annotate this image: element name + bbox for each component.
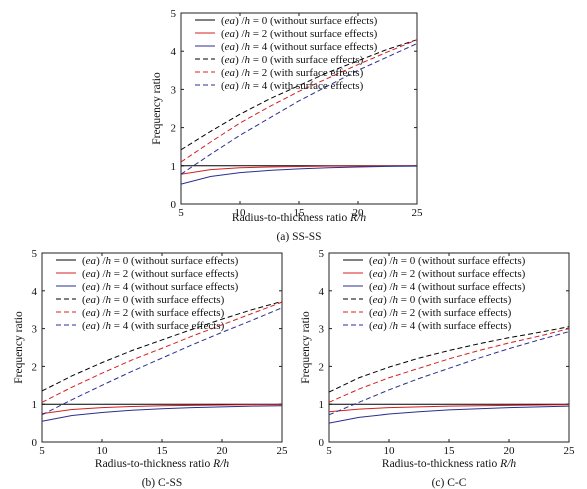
legend-label: (ea) /h = 0 (with surface effects): [221, 54, 364, 66]
y-tick-label: 0: [32, 437, 38, 449]
series-line-2: [328, 404, 570, 413]
series-line-2: [180, 165, 418, 175]
y-tick-label: 1: [32, 399, 38, 411]
y-tick-label: 0: [171, 199, 177, 211]
series-line-2: [41, 404, 282, 415]
legend: (ea) /h = 0 (without surface effects)(ea…: [343, 255, 526, 332]
y-tick-label: 5: [171, 8, 177, 20]
legend-label: (ea) /h = 2 (without surface effects): [82, 268, 239, 280]
series-line-3: [180, 165, 418, 185]
y-tick-label: 1: [171, 161, 177, 173]
y-tick-label: 4: [32, 286, 38, 298]
x-tick-label: 25: [412, 207, 424, 219]
x-tick-label: 10: [384, 445, 396, 457]
y-tick-label: 4: [171, 46, 177, 58]
series-line-5: [328, 328, 570, 403]
legend-label: (ea) /h = 2 (without surface effects): [369, 268, 526, 280]
x-axis-label: Radius-to-thickness ratio R/h: [382, 458, 516, 470]
y-tick-label: 3: [171, 84, 177, 96]
legend-label: (ea) /h = 4 (with surface effects): [369, 320, 512, 332]
x-tick-label: 15: [157, 445, 169, 457]
y-axis-label: Frequency ratio: [151, 72, 163, 145]
chart-panel-2: 5 10 15 20 25 0 1 2 3 4 5 (ea) /h = 0 (without surf…: [13, 248, 288, 489]
chart-panel-1: 5 10 15 20 25 0 1 2 3 4 5 (ea) /h = 0 (without surf…: [151, 8, 423, 243]
x-tick-label: 20: [217, 445, 229, 457]
y-tick-label: 2: [171, 123, 177, 135]
y-axis-label: Frequency ratio: [13, 311, 25, 384]
chart-caption: (a) SS-SS: [276, 231, 321, 243]
chart-panel-3: 5 10 15 20 25 0 1 2 3 4 5 (ea) /h = 0 (without surf…: [300, 248, 575, 489]
legend-label: (ea) /h = 0 (with surface effects): [82, 294, 225, 306]
y-axis-label: Frequency ratio: [300, 311, 312, 384]
legend-label: (ea) /h = 4 (with surface effects): [82, 320, 225, 332]
y-tick-label: 3: [319, 324, 325, 336]
y-tick-label: 5: [319, 248, 325, 260]
legend-label: (ea) /h = 4 (without surface effects): [82, 281, 239, 293]
series-line-4: [328, 326, 570, 393]
legend: (ea) /h = 0 (without surface effects)(ea…: [195, 15, 378, 92]
series-line-6: [180, 43, 418, 175]
legend-label: (ea) /h = 4 (with surface effects): [221, 80, 364, 92]
x-tick-label: 10: [235, 207, 247, 219]
series-line-4: [180, 39, 418, 151]
legend-label: (ea) /h = 4 (without surface effects): [369, 281, 526, 293]
x-tick-label: 5: [178, 207, 184, 219]
series-line-5: [180, 39, 418, 163]
series-line-4: [41, 300, 283, 392]
x-tick-label: 20: [504, 445, 516, 457]
chart-caption: (c) C-C: [432, 477, 467, 489]
legend-label: (ea) /h = 2 (with surface effects): [369, 307, 512, 319]
y-tick-label: 2: [319, 361, 325, 373]
series-line-3: [328, 405, 570, 424]
y-tick-label: 3: [32, 324, 38, 336]
legend-label: (ea) /h = 0 (without surface effects): [369, 255, 526, 267]
legend-label: (ea) /h = 2 (with surface effects): [221, 67, 364, 79]
legend-label: (ea) /h = 0 (with surface effects): [369, 294, 512, 306]
x-axis-label: Radius-to-thickness ratio R/h: [232, 212, 366, 224]
series-line-6: [41, 307, 283, 416]
series-line-5: [41, 301, 283, 403]
y-tick-label: 0: [319, 437, 325, 449]
legend-label: (ea) /h = 4 (without surface effects): [221, 41, 378, 53]
x-tick-label: 15: [444, 445, 456, 457]
series-line-3: [41, 405, 283, 422]
legend-label: (ea) /h = 0 (without surface effects): [82, 255, 239, 267]
x-tick-label: 25: [277, 445, 289, 457]
chart-caption: (b) C-SS: [142, 477, 183, 489]
y-tick-label: 2: [32, 361, 38, 373]
x-tick-label: 5: [39, 445, 45, 457]
x-tick-label: 20: [353, 207, 365, 219]
legend-label: (ea) /h = 2 (with surface effects): [82, 307, 225, 319]
x-tick-label: 15: [294, 207, 306, 219]
y-tick-label: 1: [319, 399, 325, 411]
legend-label: (ea) /h = 0 (without surface effects): [221, 15, 378, 27]
x-tick-label: 5: [326, 445, 332, 457]
series-line-6: [328, 331, 570, 416]
legend: (ea) /h = 0 (without surface effects)(ea…: [56, 255, 239, 332]
x-tick-label: 25: [564, 445, 576, 457]
x-tick-label: 10: [97, 445, 109, 457]
legend-label: (ea) /h = 2 (without surface effects): [221, 28, 378, 40]
x-axis-label: Radius-to-thickness ratio R/h: [95, 458, 229, 470]
y-tick-label: 5: [32, 248, 38, 260]
y-tick-label: 4: [319, 286, 325, 298]
